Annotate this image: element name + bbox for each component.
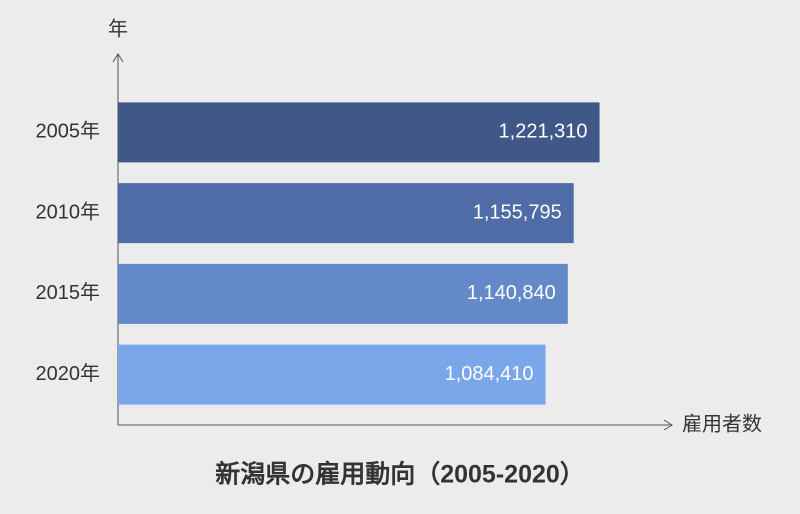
bar [118,344,546,405]
value-label: 1,155,795 [473,201,562,223]
value-label: 1,084,410 [445,363,534,385]
value-label: 1,140,840 [467,282,556,304]
bar [118,183,574,244]
x-axis-label: 雇用者数 [682,412,762,435]
y-tick-label: 2015年 [36,281,101,304]
y-tick-label: 2010年 [36,200,101,223]
y-tick-label: 2020年 [36,362,101,385]
y-tick-label: 2005年 [36,120,101,143]
y-axis-label: 年 [108,17,128,40]
bar [118,102,600,163]
bar [118,263,568,324]
chart-title: 新潟県の雇用動向（2005-2020） [215,460,585,489]
x-axis-arrow [663,419,673,431]
y-axis-arrow [112,53,124,63]
value-label: 1,221,310 [499,121,588,143]
